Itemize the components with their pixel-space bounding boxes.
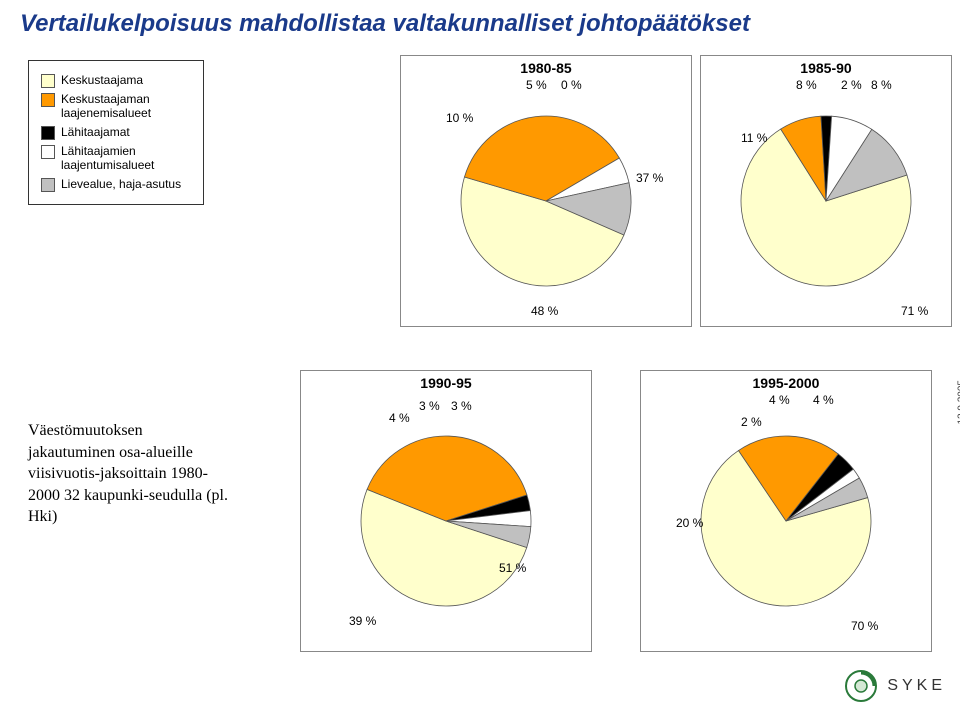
pie-chart: 1985-9071 %8 %2 %8 %11 %: [700, 55, 952, 327]
legend-label: Lievealue, haja-asutus: [61, 177, 181, 191]
pie-svg: [401, 56, 691, 326]
footer-logo: SYKE: [843, 668, 946, 704]
slice-label: 48 %: [531, 304, 558, 318]
slice-label: 5 %: [526, 78, 547, 92]
slice-label: 4 %: [389, 411, 410, 425]
legend-label: Keskustaajaman laajenemisalueet: [61, 92, 191, 121]
legend: Keskustaajama Keskustaajaman laajenemisal…: [28, 60, 204, 205]
slice-label: 2 %: [741, 415, 762, 429]
logo-icon: [843, 668, 879, 704]
slice-label: 37 %: [636, 171, 663, 185]
pie-svg: [301, 371, 591, 651]
legend-swatch: [41, 178, 55, 192]
logo-text: SYKE: [887, 677, 946, 695]
legend-label: Keskustaajama: [61, 73, 143, 87]
side-date: 12.9.2005: [956, 380, 960, 425]
slice-label: 39 %: [349, 614, 376, 628]
description-text: Väestömuutoksen jakautuminen osa-alueill…: [28, 420, 228, 528]
pie-svg: [641, 371, 931, 651]
slice-label: 51 %: [499, 561, 526, 575]
slice-label: 0 %: [561, 78, 582, 92]
slice-label: 3 %: [451, 399, 472, 413]
legend-item: Lähitaajamat: [41, 125, 191, 140]
pie-svg: [701, 56, 951, 326]
slice-label: 4 %: [769, 393, 790, 407]
legend-item: Lähitaajamien laajentumisalueet: [41, 144, 191, 173]
legend-item: Keskustaajama: [41, 73, 191, 88]
pie-chart: 1980-8548 %37 %0 %5 %10 %: [400, 55, 692, 327]
slice-label: 71 %: [901, 304, 928, 318]
slice-label: 8 %: [871, 78, 892, 92]
legend-item: Keskustaajaman laajenemisalueet: [41, 92, 191, 121]
page-title: Vertailukelpoisuus mahdollistaa valtakun…: [0, 0, 960, 43]
slice-label: 20 %: [676, 516, 703, 530]
slice-label: 70 %: [851, 619, 878, 633]
legend-label: Lähitaajamien laajentumisalueet: [61, 144, 191, 173]
pie-chart: 1990-9551 %3 %3 %4 %39 %: [300, 370, 592, 652]
slice-label: 10 %: [446, 111, 473, 125]
slice-label: 3 %: [419, 399, 440, 413]
slice-label: 4 %: [813, 393, 834, 407]
legend-swatch: [41, 126, 55, 140]
legend-swatch: [41, 93, 55, 107]
legend-swatch: [41, 145, 55, 159]
legend-swatch: [41, 74, 55, 88]
slice-label: 2 %: [841, 78, 862, 92]
slice-label: 11 %: [741, 131, 767, 145]
pie-chart: 1995-200070 %4 %2 %4 %20 %: [640, 370, 932, 652]
legend-item: Lievealue, haja-asutus: [41, 177, 191, 192]
slice-label: 8 %: [796, 78, 817, 92]
legend-label: Lähitaajamat: [61, 125, 130, 139]
